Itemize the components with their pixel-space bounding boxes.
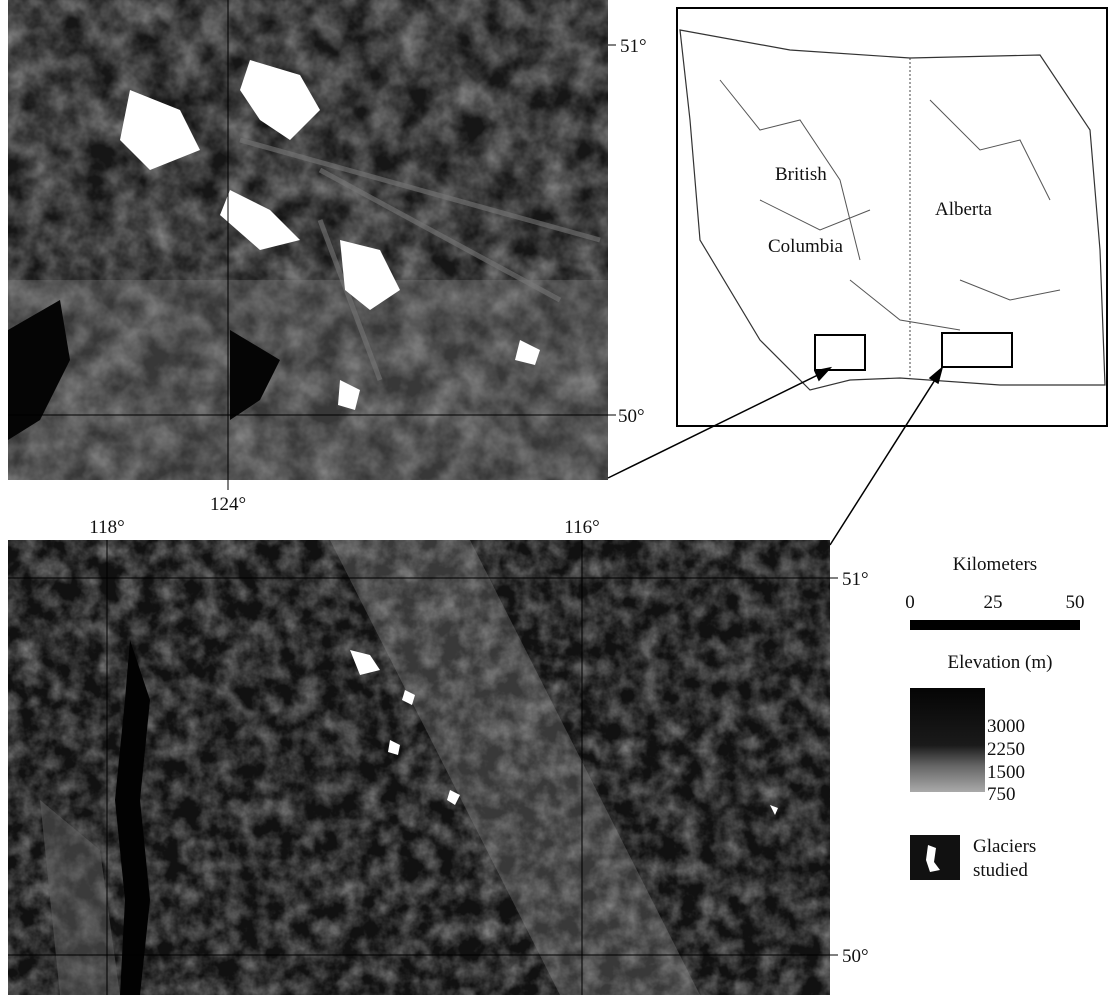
bottom-map: 118° 116° 51° 50° <box>8 517 869 995</box>
lon-label: 124° <box>210 494 246 515</box>
glacier-label: studied <box>973 860 1028 881</box>
lat-label: 50° <box>618 406 645 427</box>
legend: Kilometers 0 25 50 Elevation (m) 3000 22… <box>905 554 1084 881</box>
elevation-tick: 2250 <box>987 739 1025 760</box>
region-label: British <box>775 164 827 185</box>
elevation-tick: 3000 <box>987 716 1025 737</box>
elevation-ramp <box>910 688 985 792</box>
glacier-label: Glaciers <box>973 836 1036 857</box>
elevation-tick: 750 <box>987 784 1016 805</box>
region-label: Alberta <box>935 199 993 220</box>
lat-label: 51° <box>620 36 647 57</box>
lon-label: 116° <box>564 517 599 538</box>
lat-label: 50° <box>842 946 869 967</box>
scale-tick: 25 <box>984 592 1003 613</box>
scale-tick: 0 <box>905 592 915 613</box>
figure: 51° 50° 124° British Columbia Alberta <box>0 0 1109 995</box>
scale-tick: 50 <box>1066 592 1085 613</box>
scale-bar <box>910 620 1080 630</box>
top-map: 51° 50° 124° <box>8 0 647 515</box>
scale-title: Kilometers <box>953 554 1037 575</box>
region-label: Columbia <box>768 236 844 257</box>
elevation-title: Elevation (m) <box>948 652 1053 673</box>
lat-label: 51° <box>842 569 869 590</box>
glacier-swatch <box>910 835 960 880</box>
lon-label: 118° <box>89 517 124 538</box>
elevation-tick: 1500 <box>987 762 1025 783</box>
inset-map: British Columbia Alberta <box>677 8 1107 426</box>
